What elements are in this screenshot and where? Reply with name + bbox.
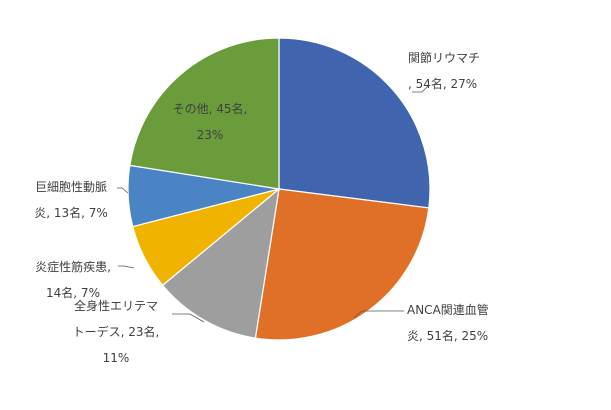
data-label-line: 炎, 13名, 7% — [34, 205, 108, 220]
data-label-line: 全身性エリテマ — [74, 298, 158, 313]
leader-line — [117, 187, 129, 194]
data-label-line: 11% — [103, 351, 130, 365]
data-label-line: 14名, 7% — [46, 285, 100, 300]
data-label-line: , 54名, 27% — [408, 76, 477, 91]
data-label-line: 炎症性筋疾患, — [35, 259, 111, 274]
pie-slice — [278, 37, 431, 209]
data-label: その他, 45名, 23% — [173, 101, 248, 142]
data-label-line: その他, 45名, — [173, 101, 248, 116]
pie-slice — [254, 188, 430, 341]
data-label-line: ANCA関連血管 — [407, 302, 489, 317]
data-label: 炎症性筋疾患, 14名, 7% — [35, 259, 111, 300]
leader-line — [172, 313, 205, 323]
data-label: 巨細胞性動脈炎, 13名, 7% — [34, 180, 108, 220]
data-label-line: 23% — [197, 128, 224, 142]
data-label: 関節リウマチ , 54名, 27% — [408, 50, 480, 91]
leader-line — [118, 265, 135, 269]
leader-line — [412, 85, 429, 93]
data-label: 全身性エリテマトーデス, 23名, 11% — [73, 298, 160, 365]
leader-line — [353, 310, 404, 319]
data-label-line: 巨細胞性動脈 — [35, 180, 107, 194]
pie-slice — [161, 187, 280, 339]
data-label-line: 炎, 51名, 25% — [407, 328, 488, 343]
data-label-line: トーデス, 23名, — [73, 324, 160, 339]
pie-slice — [129, 37, 280, 190]
data-label-line: 関節リウマチ — [408, 50, 480, 65]
data-label: ANCA関連血管炎, 51名, 25% — [407, 302, 489, 343]
